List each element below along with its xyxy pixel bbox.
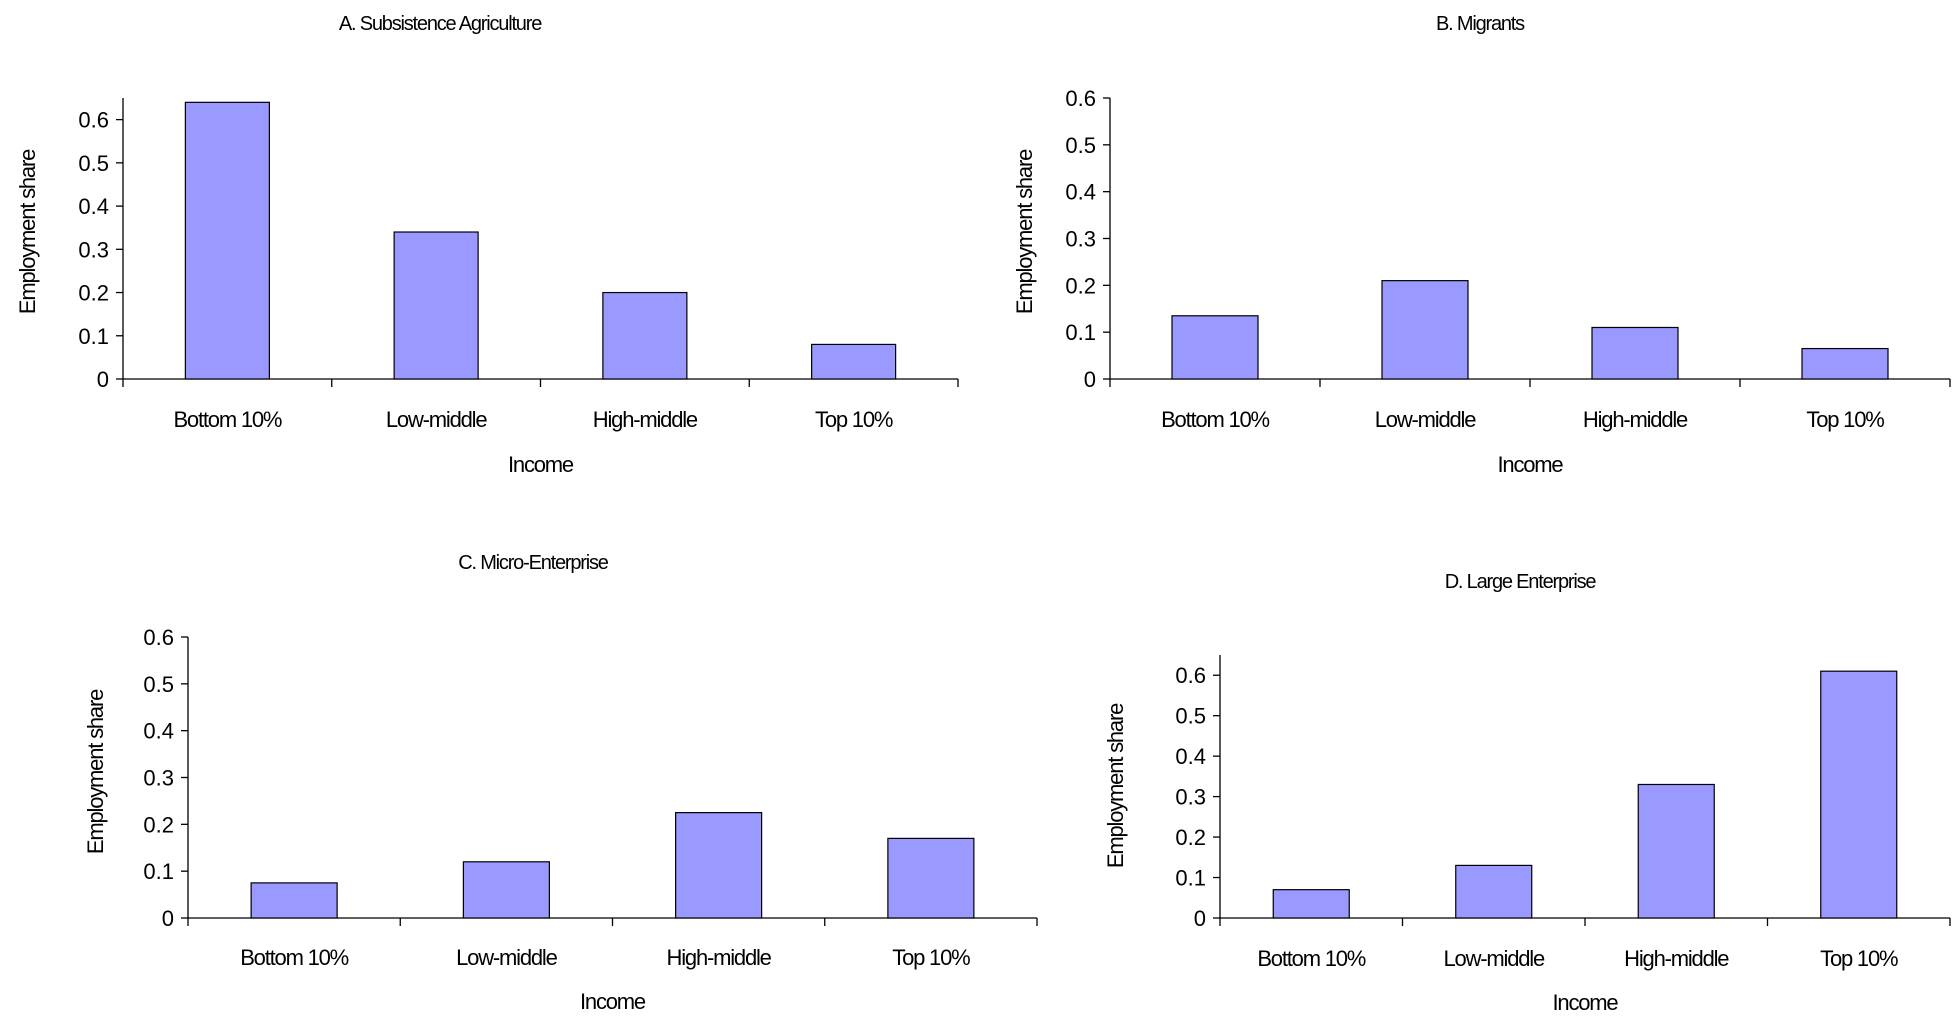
y-axis-label: Employment share	[1012, 149, 1037, 314]
x-tick-label: Low-middle	[1375, 407, 1476, 432]
panel-subsistence-agriculture: A. Subsistence Agriculture Employment sha…	[15, 13, 959, 477]
x-tick-label: High-middle	[593, 407, 698, 432]
x-tick-label: Low-middle	[456, 945, 557, 970]
y-tick-label: 0	[1084, 367, 1096, 392]
y-tick-label: 0.5	[1175, 704, 1206, 729]
y-tick-label: 0	[1194, 906, 1206, 931]
x-tick-label: Bottom 10%	[1257, 946, 1365, 971]
y-tick-label: 0.5	[78, 151, 109, 176]
bar-low-middle	[1381, 280, 1469, 380]
bar-high-middle	[675, 812, 763, 919]
bar-bottom-10	[184, 101, 270, 380]
x-tick-label: High-middle	[667, 945, 772, 970]
x-tick-label: High-middle	[1624, 946, 1729, 971]
bar-low-middle	[462, 861, 550, 919]
x-axis-label: Income	[1498, 452, 1564, 477]
y-tick-label: 0.2	[143, 812, 174, 837]
y-tick-label: 0.6	[1175, 663, 1206, 688]
y-tick-label: 0	[162, 906, 174, 931]
y-tick-label: 0.3	[143, 766, 174, 791]
bar-top-10	[1801, 347, 1889, 380]
y-tick-label: 0.4	[1175, 744, 1206, 769]
x-tick-label: Bottom 10%	[1161, 407, 1269, 432]
y-tick-label: 0.1	[78, 324, 109, 349]
bar-high-middle	[1637, 783, 1715, 919]
bar-bottom-10	[1171, 315, 1259, 380]
y-tick-label: 0.2	[1065, 273, 1096, 298]
chart-title: B. Migrants	[1436, 13, 1525, 35]
chart-title: C. Micro-Enterprise	[458, 552, 609, 574]
x-tick-label: Low-middle	[1444, 946, 1545, 971]
y-tick-label: 0.6	[143, 625, 174, 650]
y-tick-label: 0.1	[1065, 320, 1096, 345]
bar-bottom-10	[1272, 889, 1350, 919]
bar-high-middle	[602, 291, 688, 380]
y-tick-label: 0	[97, 367, 109, 392]
x-tick-label: Low-middle	[386, 407, 487, 432]
y-tick-label: 0.6	[78, 108, 109, 133]
chart-title: D. Large Enterprise	[1445, 571, 1597, 593]
y-axis-label: Employment share	[1103, 703, 1128, 868]
bar-bottom-10	[250, 882, 338, 919]
bar-low-middle	[1455, 864, 1533, 919]
x-tick-label: Bottom 10%	[173, 407, 281, 432]
y-tick-label: 0.3	[1175, 785, 1206, 810]
panel-micro-enterprise: C. Micro-Enterprise Employment share Incom…	[83, 552, 1038, 1014]
y-tick-label: 0.4	[1065, 180, 1096, 205]
bar-low-middle	[393, 231, 479, 380]
y-tick-label: 0.2	[78, 281, 109, 306]
y-axis-label: Employment share	[83, 689, 108, 854]
x-tick-label: Top 10%	[892, 945, 970, 970]
bar-top-10	[811, 343, 897, 380]
x-tick-label: High-middle	[1583, 407, 1688, 432]
x-axis-label: Income	[1553, 990, 1619, 1015]
y-tick-label: 0.4	[78, 194, 109, 219]
y-tick-label: 0.5	[143, 672, 174, 697]
y-tick-label: 0.3	[78, 237, 109, 262]
bar-high-middle	[1591, 326, 1679, 380]
y-tick-label: 0.6	[1065, 86, 1096, 111]
bar-top-10	[887, 837, 975, 919]
chart-title: A. Subsistence Agriculture	[339, 13, 542, 35]
x-tick-label: Top 10%	[1820, 946, 1898, 971]
y-tick-label: 0.1	[1175, 866, 1206, 891]
bar-top-10	[1820, 670, 1898, 919]
y-tick-label: 0.3	[1065, 227, 1096, 252]
panel-large-enterprise: D. Large Enterprise Employment share Incom…	[1103, 571, 1951, 1015]
x-axis-label: Income	[580, 989, 646, 1014]
x-tick-label: Bottom 10%	[240, 945, 348, 970]
y-tick-label: 0.2	[1175, 825, 1206, 850]
y-tick-label: 0.1	[143, 859, 174, 884]
x-axis-label: Income	[508, 452, 574, 477]
panel-migrants: B. Migrants Employment share Income 0 0.1 0.2…	[1012, 13, 1951, 477]
y-tick-label: 0.5	[1065, 133, 1096, 158]
x-tick-label: Top 10%	[815, 407, 893, 432]
x-tick-label: Top 10%	[1806, 407, 1884, 432]
y-tick-label: 0.4	[143, 719, 174, 744]
y-axis-label: Employment share	[15, 149, 40, 314]
